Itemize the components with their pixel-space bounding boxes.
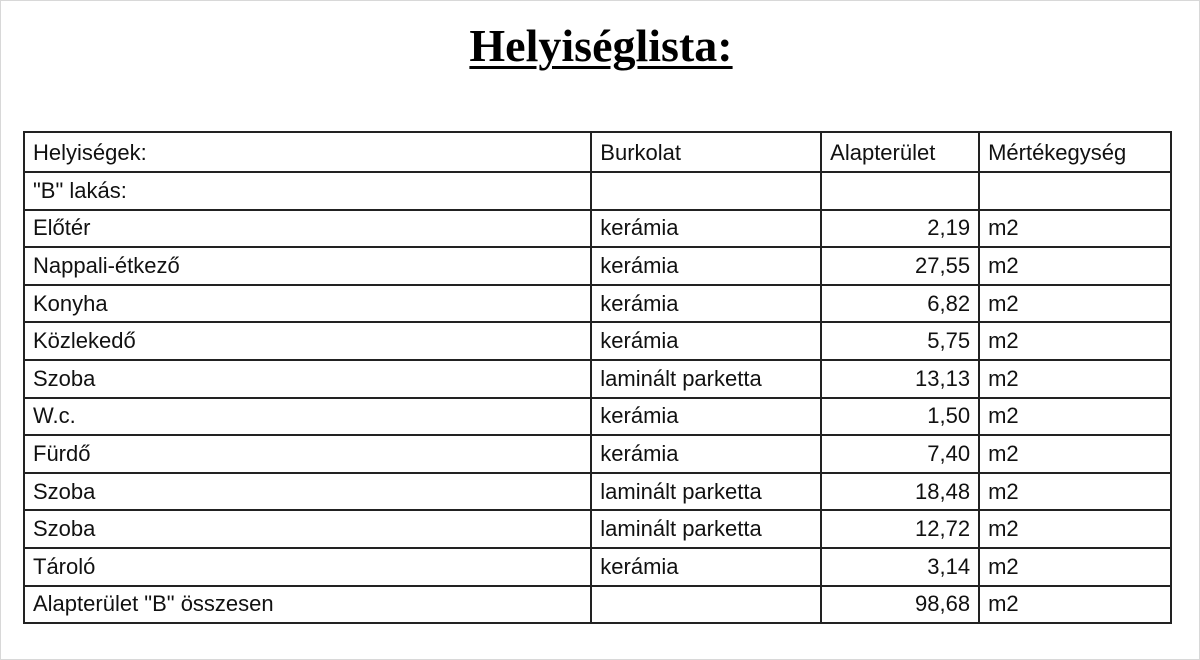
flooring-cell: kerámia [590,434,823,474]
header-flooring: Burkolat [590,131,823,173]
page-title: Helyiséglista: [469,20,733,71]
area-cell: 6,82 [820,283,981,324]
unit-cell: m2 [978,434,1172,474]
area-cell: 7,40 [820,434,981,474]
room-list-table: Helyiségek: Burkolat Alapterület Mértéke… [23,131,1172,625]
unit-cell: m2 [978,584,1172,625]
flooring-cell: kerámia [590,246,823,286]
table-row: Szoba laminált parketta 12,72 m2 [23,509,1172,549]
area-cell: 27,55 [820,246,981,286]
header-area: Alapterület [820,131,981,173]
table-row: Alapterület "B" összesen 98,68 m2 [23,584,1172,625]
area-cell: 98,68 [820,584,981,625]
area-cell: 12,72 [820,509,981,549]
area-cell: 13,13 [820,358,981,399]
area-cell: 2,19 [820,208,981,249]
unit-cell: m2 [978,471,1172,512]
room-name-cell: Nappali-étkező [23,246,593,286]
area-cell: 1,50 [820,396,981,437]
table-row: Előtér kerámia 2,19 m2 [23,208,1172,249]
room-name-cell: Szoba [23,471,593,512]
table-row: "B" lakás: [23,171,1172,211]
unit-cell: m2 [978,321,1172,361]
unit-cell: m2 [978,283,1172,324]
table-row: Nappali-étkező kerámia 27,55 m2 [23,246,1172,286]
flooring-cell: kerámia [590,321,823,361]
header-rooms: Helyiségek: [23,131,593,173]
area-cell: 3,14 [820,546,981,587]
unit-cell: m2 [978,358,1172,399]
room-name-cell: "B" lakás: [23,171,593,211]
flooring-cell: laminált parketta [590,509,823,549]
room-name-cell: Alapterület "B" összesen [23,584,593,625]
room-name-cell: Előtér [23,208,593,249]
table-header-row: Helyiségek: Burkolat Alapterület Mértéke… [23,131,1172,173]
table-row: Közlekedő kerámia 5,75 m2 [23,321,1172,361]
table-row: Szoba laminált parketta 18,48 m2 [23,471,1172,512]
unit-cell: m2 [978,509,1172,549]
area-cell [820,171,981,211]
room-name-cell: Fürdő [23,434,593,474]
room-name-cell: Közlekedő [23,321,593,361]
flooring-cell: kerámia [590,546,823,587]
table-row: Fürdő kerámia 7,40 m2 [23,434,1172,474]
table-row: Szoba laminált parketta 13,13 m2 [23,358,1172,399]
room-list-table-container: Helyiségek: Burkolat Alapterület Mértéke… [23,131,1172,641]
table-row: W.c. kerámia 1,50 m2 [23,396,1172,437]
unit-cell [978,171,1172,211]
unit-cell: m2 [978,208,1172,249]
room-name-cell: Szoba [23,358,593,399]
flooring-cell [590,171,823,211]
area-cell: 5,75 [820,321,981,361]
table-row: Tároló kerámia 3,14 m2 [23,546,1172,587]
unit-cell: m2 [978,246,1172,286]
room-name-cell: Szoba [23,509,593,549]
table-row: Konyha kerámia 6,82 m2 [23,283,1172,324]
flooring-cell: laminált parketta [590,358,823,399]
flooring-cell: kerámia [590,208,823,249]
room-name-cell: W.c. [23,396,593,437]
unit-cell: m2 [978,546,1172,587]
flooring-cell: laminált parketta [590,471,823,512]
flooring-cell: kerámia [590,283,823,324]
room-name-cell: Konyha [23,283,593,324]
area-cell: 18,48 [820,471,981,512]
unit-cell: m2 [978,396,1172,437]
header-unit: Mértékegység [978,131,1172,173]
room-name-cell: Tároló [23,546,593,587]
flooring-cell [590,584,823,625]
flooring-cell: kerámia [590,396,823,437]
